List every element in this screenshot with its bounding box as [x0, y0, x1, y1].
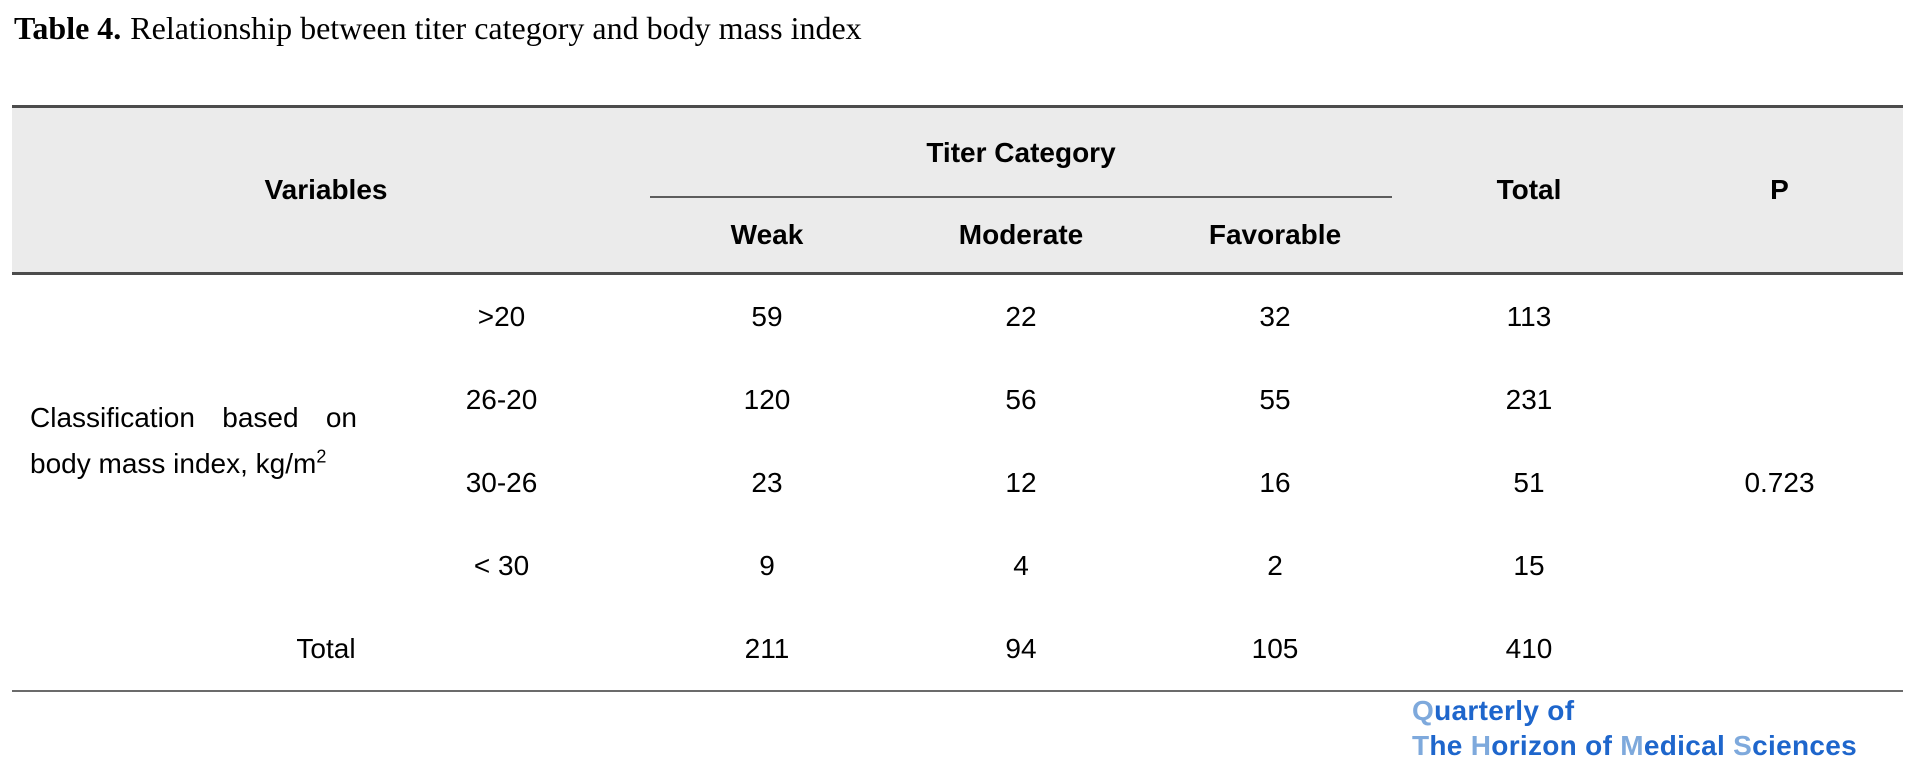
total-row-label: Total — [296, 632, 356, 664]
cell-favorable: 55 — [1259, 383, 1291, 415]
row-category: 30-26 — [465, 466, 538, 498]
header-weak: Weak — [730, 219, 804, 250]
cell-moderate: 12 — [1005, 466, 1037, 498]
total-moderate: 94 — [1005, 632, 1037, 664]
cell-total: 113 — [1506, 300, 1552, 332]
row-category: 26-20 — [465, 383, 538, 415]
cell-weak: 59 — [751, 300, 783, 332]
cell-total: 231 — [1505, 383, 1553, 415]
total-total: 410 — [1505, 632, 1553, 664]
group-label-line2: body mass index, kg/m2 — [30, 446, 327, 479]
header-moderate: Moderate — [958, 219, 1084, 250]
cell-weak: 120 — [743, 383, 791, 415]
cell-total: 51 — [1513, 466, 1545, 498]
total-favorable: 105 — [1251, 632, 1299, 664]
journal-logo-line2: The Horizon of Medical Sciences — [1412, 730, 1858, 761]
titer-category-spanner-rule — [650, 196, 1392, 198]
journal-logo-line1: Quarterly of — [1412, 695, 1575, 726]
header-total: Total — [1496, 174, 1562, 205]
cell-moderate: 56 — [1005, 383, 1037, 415]
cell-favorable: 16 — [1259, 466, 1291, 498]
row-group-label: Classification based on body mass index,… — [12, 275, 363, 607]
journal-logo: Quarterly of The Horizon of Medical Scie… — [1412, 693, 1857, 763]
group-label-superscript: 2 — [316, 446, 327, 467]
row-category: < 30 — [473, 549, 530, 581]
cell-weak: 23 — [751, 466, 783, 498]
group-label-line1: Classification based on — [30, 402, 357, 433]
data-table: Variables Titer Category Weak Moderate F… — [12, 105, 1903, 692]
table-caption-number: Table 4. — [14, 10, 122, 46]
cell-favorable: 2 — [1267, 549, 1283, 581]
table-body: Classification based on body mass index,… — [12, 275, 1903, 692]
cell-moderate: 22 — [1005, 300, 1037, 332]
total-weak: 211 — [744, 632, 790, 664]
header-p: P — [1770, 174, 1789, 205]
p-value: 0.723 — [1744, 466, 1815, 498]
header-titer-category: Titer Category — [926, 137, 1116, 168]
table-caption: Table 4. Relationship between titer categ… — [14, 10, 862, 47]
row-category: >20 — [477, 300, 526, 332]
header-favorable: Favorable — [1208, 219, 1342, 250]
table-header: Variables Titer Category Weak Moderate F… — [12, 105, 1903, 275]
table-caption-text: Relationship between titer category and … — [130, 10, 862, 46]
header-variables: Variables — [264, 174, 388, 205]
cell-weak: 9 — [759, 549, 775, 581]
cell-moderate: 4 — [1013, 549, 1029, 581]
cell-favorable: 32 — [1259, 300, 1291, 332]
cell-total: 15 — [1513, 549, 1545, 581]
